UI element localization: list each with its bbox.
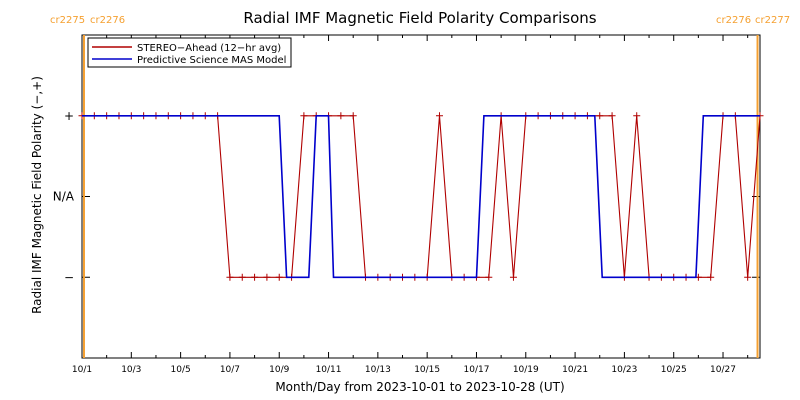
data-point-stereo	[707, 273, 715, 281]
data-point-stereo	[300, 112, 308, 120]
y-tick-label: +	[64, 109, 74, 123]
data-point-stereo	[263, 273, 271, 281]
carrington-label-right-b: cr2277	[755, 15, 790, 26]
data-point-stereo	[349, 112, 357, 120]
data-point-stereo	[485, 273, 493, 281]
legend-label-stereo: STEREO−Ahead (12−hr avg)	[137, 43, 281, 54]
carrington-label-left-a: cr2275	[50, 15, 85, 26]
data-point-stereo	[633, 112, 641, 120]
x-tick-label: 10/15	[414, 365, 440, 375]
series-line-mas	[82, 115, 760, 279]
carrington-label-left-b: cr2276	[90, 15, 125, 26]
legend-label-mas: Predictive Science MAS Model	[137, 55, 286, 66]
series-line-stereo	[82, 115, 761, 278]
x-tick-label: 10/7	[220, 365, 240, 375]
x-tick-label: 10/23	[611, 365, 637, 375]
data-point-stereo	[744, 273, 752, 281]
data-point-stereo	[608, 112, 616, 120]
data-point-stereo	[337, 112, 345, 120]
data-point-stereo	[275, 273, 283, 281]
x-tick-label: 10/3	[121, 365, 141, 375]
x-tick-label: 10/9	[269, 365, 289, 375]
data-point-stereo	[596, 112, 604, 120]
x-tick-label: 10/27	[710, 365, 736, 375]
x-tick-label: 10/11	[316, 365, 342, 375]
y-axis-label: Radial IMF Magnetic Field Polarity (−,+)	[30, 76, 44, 314]
legend-box	[87, 37, 292, 68]
x-tick-label: 10/17	[464, 365, 490, 375]
data-point-stereo	[251, 273, 259, 281]
y-tick-label: N/A	[53, 190, 75, 204]
carrington-label-right-a: cr2276	[716, 15, 751, 26]
data-point-stereo	[435, 112, 443, 120]
chart-title: Radial IMF Magnetic Field Polarity Compa…	[243, 9, 596, 27]
data-point-stereo	[509, 273, 517, 281]
y-tick-label: −	[64, 270, 74, 284]
x-tick-label: 10/1	[72, 365, 92, 375]
x-tick-label: 10/13	[365, 365, 391, 375]
x-axis-label: Month/Day from 2023-10-01 to 2023-10-28 …	[275, 380, 564, 394]
x-tick-label: 10/5	[171, 365, 191, 375]
x-tick-label: 10/21	[562, 365, 588, 375]
plot-frame	[81, 34, 761, 359]
x-tick-label: 10/25	[661, 365, 687, 375]
x-tick-label: 10/19	[513, 365, 539, 375]
legend: STEREO−Ahead (12−hr avg) Predictive Scie…	[87, 37, 292, 68]
data-point-stereo	[226, 273, 234, 281]
data-point-stereo	[238, 273, 246, 281]
